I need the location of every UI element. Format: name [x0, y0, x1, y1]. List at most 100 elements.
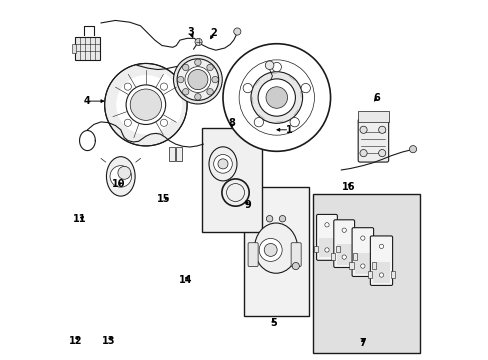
Bar: [371, 262, 376, 269]
Text: 13: 13: [102, 336, 116, 346]
Circle shape: [378, 126, 385, 134]
FancyBboxPatch shape: [369, 236, 392, 285]
Circle shape: [250, 72, 302, 123]
Bar: [390, 271, 395, 278]
Text: 1: 1: [285, 125, 292, 135]
Circle shape: [194, 59, 201, 66]
Bar: [313, 246, 317, 252]
FancyBboxPatch shape: [247, 243, 258, 266]
FancyBboxPatch shape: [357, 119, 388, 162]
Text: 5: 5: [269, 319, 276, 328]
Circle shape: [218, 159, 227, 169]
Circle shape: [211, 76, 218, 83]
Circle shape: [233, 28, 241, 35]
Bar: [348, 262, 353, 269]
FancyBboxPatch shape: [351, 228, 373, 276]
Bar: [176, 147, 182, 161]
Bar: [336, 244, 351, 265]
Circle shape: [259, 238, 282, 261]
Bar: [313, 194, 419, 353]
Circle shape: [184, 67, 210, 93]
Circle shape: [379, 273, 383, 277]
Circle shape: [223, 44, 330, 151]
Circle shape: [160, 83, 167, 90]
Circle shape: [264, 243, 277, 256]
Circle shape: [206, 89, 213, 95]
Circle shape: [126, 85, 165, 125]
Circle shape: [292, 262, 299, 270]
Circle shape: [265, 61, 273, 69]
Ellipse shape: [254, 223, 297, 273]
Text: 4: 4: [83, 96, 90, 106]
Circle shape: [301, 84, 310, 93]
Wedge shape: [145, 73, 182, 123]
Circle shape: [182, 64, 188, 71]
Circle shape: [206, 64, 213, 71]
FancyBboxPatch shape: [290, 243, 301, 266]
Wedge shape: [116, 75, 175, 134]
Text: 9: 9: [244, 200, 251, 210]
FancyBboxPatch shape: [316, 215, 337, 260]
Circle shape: [360, 264, 364, 268]
Circle shape: [182, 89, 188, 95]
Text: 16: 16: [341, 182, 354, 192]
Circle shape: [118, 166, 131, 179]
Ellipse shape: [106, 157, 135, 196]
Circle shape: [379, 244, 383, 248]
Circle shape: [271, 62, 281, 72]
Bar: [169, 147, 174, 161]
Text: 14: 14: [178, 275, 192, 285]
Circle shape: [378, 149, 385, 157]
Circle shape: [124, 119, 131, 126]
Text: 6: 6: [373, 93, 380, 103]
Ellipse shape: [208, 147, 237, 181]
Bar: [319, 238, 334, 257]
Circle shape: [265, 87, 287, 108]
Text: 10: 10: [112, 179, 125, 189]
Bar: [354, 253, 370, 274]
Circle shape: [341, 255, 346, 259]
Bar: [335, 246, 340, 252]
Bar: [75, 37, 100, 60]
Circle shape: [408, 145, 416, 153]
Text: 7: 7: [359, 338, 366, 348]
Bar: [330, 253, 335, 260]
Circle shape: [266, 216, 272, 222]
Text: 8: 8: [228, 118, 235, 128]
Circle shape: [243, 84, 252, 93]
Circle shape: [194, 94, 201, 100]
Circle shape: [177, 76, 183, 83]
Circle shape: [110, 166, 131, 187]
Bar: [352, 253, 357, 260]
Text: 12: 12: [68, 336, 82, 346]
Bar: [367, 271, 371, 278]
Text: 15: 15: [157, 194, 170, 204]
Circle shape: [160, 119, 167, 126]
Circle shape: [279, 216, 285, 222]
FancyBboxPatch shape: [333, 220, 354, 267]
Bar: [72, 44, 76, 53]
Text: 2: 2: [210, 28, 217, 38]
Bar: [202, 128, 261, 232]
Bar: [357, 111, 388, 122]
Circle shape: [173, 55, 222, 104]
Text: 3: 3: [187, 27, 194, 37]
Circle shape: [324, 248, 328, 252]
Circle shape: [104, 63, 187, 146]
Bar: [244, 187, 308, 316]
Circle shape: [187, 69, 207, 90]
Circle shape: [213, 154, 232, 173]
Circle shape: [341, 228, 346, 232]
Circle shape: [258, 79, 295, 116]
Circle shape: [324, 223, 328, 227]
Circle shape: [124, 83, 131, 90]
Circle shape: [359, 126, 366, 134]
Circle shape: [254, 117, 263, 127]
Circle shape: [130, 89, 161, 120]
Circle shape: [359, 149, 366, 157]
Circle shape: [195, 39, 202, 45]
Bar: [372, 262, 389, 283]
Circle shape: [360, 236, 364, 240]
Circle shape: [289, 117, 299, 127]
Text: 11: 11: [73, 215, 86, 224]
